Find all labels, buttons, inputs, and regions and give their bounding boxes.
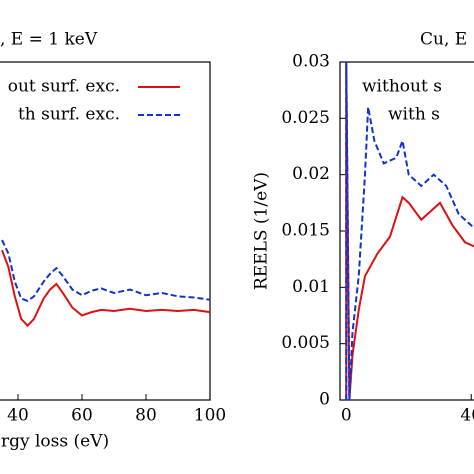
y-tick-label: 0.025 bbox=[281, 108, 330, 128]
x-tick-label: 100 bbox=[194, 406, 226, 426]
x-tick-label: 80 bbox=[135, 406, 157, 426]
series-line bbox=[1, 249, 211, 328]
legend-label: with s bbox=[388, 105, 440, 125]
y-axis-label: REELS (1/eV) bbox=[252, 172, 272, 290]
x-tick-label: 40 bbox=[460, 406, 474, 426]
series-line bbox=[345, 61, 474, 401]
legend-label: th surf. exc. bbox=[18, 105, 120, 125]
axes-frame bbox=[0, 61, 211, 401]
y-tick-label: 0.02 bbox=[292, 164, 330, 184]
x-axis-label: ergy loss (eV) bbox=[0, 432, 109, 452]
x-tick-label: 40 bbox=[7, 406, 29, 426]
y-tick-label: 0 bbox=[319, 390, 330, 410]
chart-title: Cu, E bbox=[420, 30, 467, 50]
legend-label: without s bbox=[362, 77, 442, 97]
y-tick-label: 0.015 bbox=[281, 221, 330, 241]
y-tick-label: 0.03 bbox=[292, 52, 330, 72]
y-tick-label: 0.005 bbox=[281, 333, 330, 353]
chart-title: , E = 1 keV bbox=[0, 30, 98, 50]
y-tick-label: 0.01 bbox=[292, 277, 330, 297]
x-tick-label: 0 bbox=[341, 406, 352, 426]
series-line bbox=[1, 239, 211, 302]
legend-label: out surf. exc. bbox=[8, 77, 120, 97]
x-tick-label: 60 bbox=[71, 406, 93, 426]
